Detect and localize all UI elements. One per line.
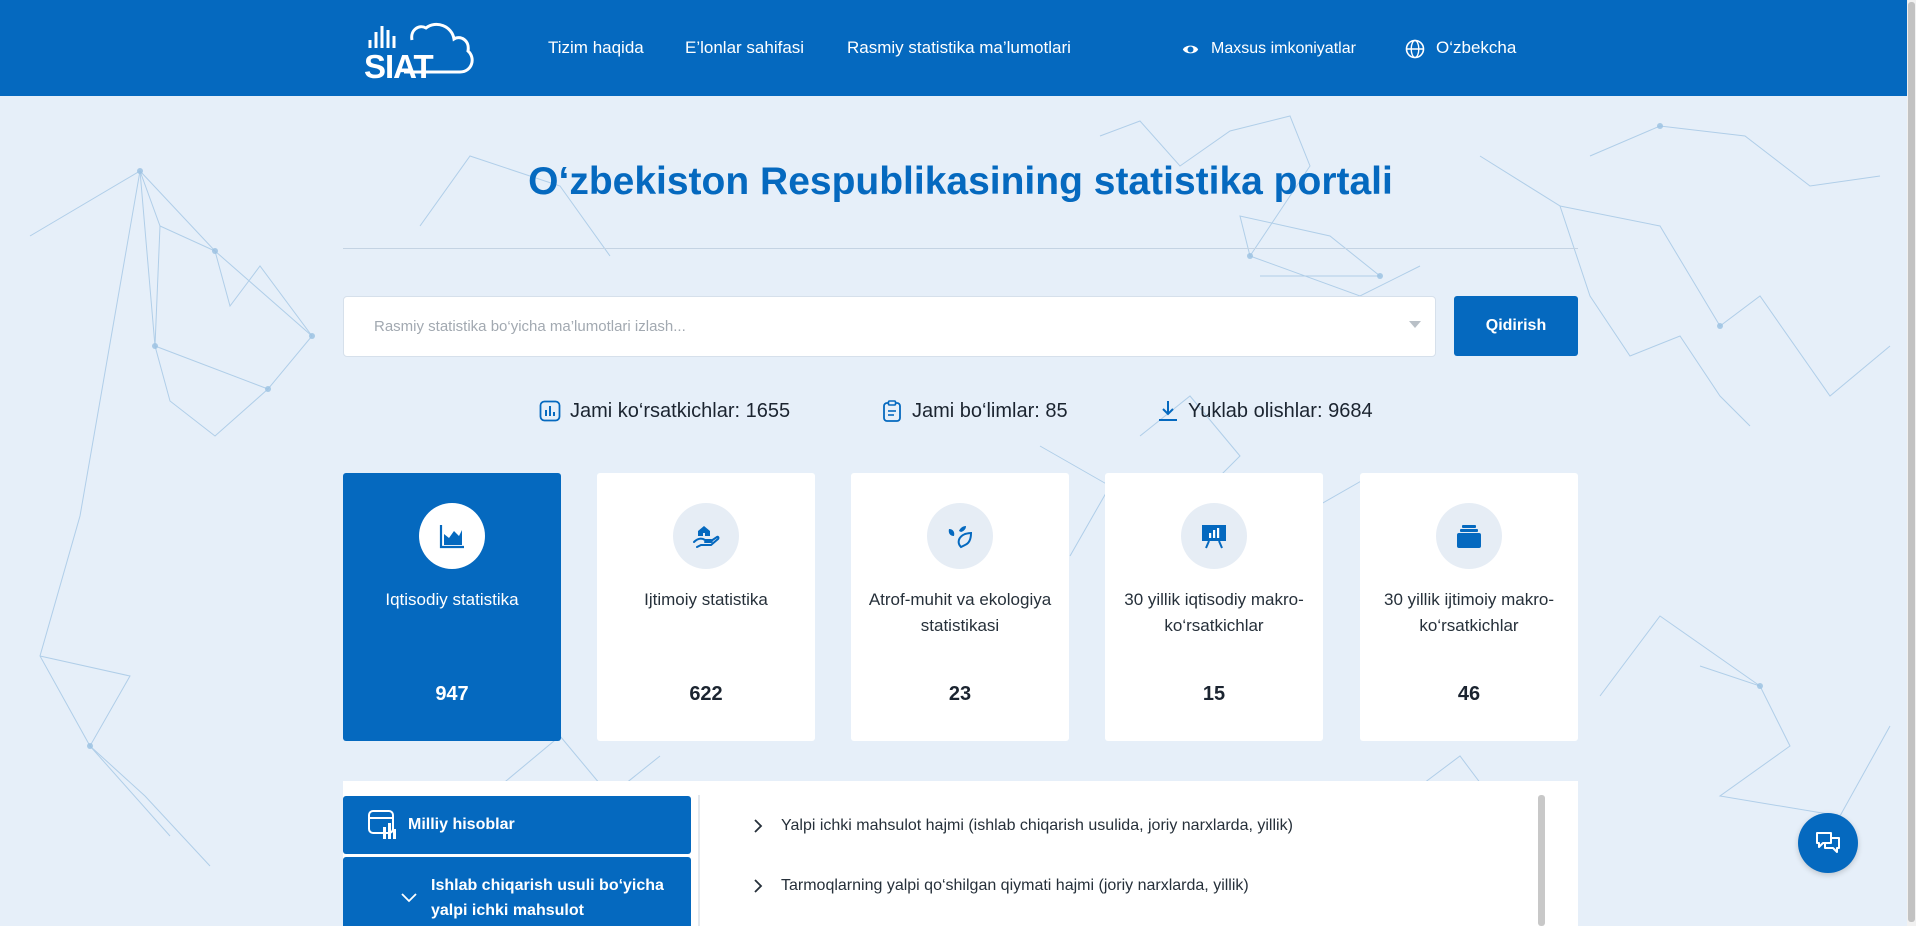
list-item-label: Tarmoqlarning yalpi qo‘shilgan qiymati h… [781, 877, 1249, 894]
card-count: 23 [948, 683, 972, 705]
language-selector[interactable]: O‘zbekcha [1436, 38, 1517, 57]
leaf-icon [948, 526, 973, 549]
stat-downloads: Yuklab olishlar: 9684 [1156, 396, 1373, 426]
folder-stack-icon [1457, 525, 1481, 548]
category-card-economic[interactable]: Iqtisodiy statistika 947 [343, 473, 561, 741]
sidebar-item-national-accounts[interactable]: Milliy hisoblar [343, 796, 691, 854]
chat-bubbles-icon [1816, 832, 1840, 853]
list-item-label: Yalpi ichki mahsulot hajmi (ishlab chiqa… [781, 817, 1293, 834]
siat-logo[interactable]: SIAT [364, 18, 474, 85]
card-count: 15 [1202, 683, 1226, 705]
title-divider [343, 248, 1578, 249]
area-chart-icon [439, 525, 464, 549]
sidebar-item-gdp-production[interactable]: Ishlab chiqarish usuli bo‘yicha yalpi ic… [343, 857, 691, 926]
category-card-social[interactable]: Ijtimoiy statistika 622 [597, 473, 815, 741]
sections-panel: Milliy hisoblar Ishlab chiqarish usuli b… [343, 781, 1578, 926]
card-icon-circle [1181, 503, 1247, 569]
card-label: 30 yillik ijtimoiy makro-ko‘rsatkichlar [1383, 590, 1555, 635]
search-box [343, 296, 1436, 357]
sidebar-item-label: Ishlab chiqarish usuli bo‘yicha yalpi ic… [431, 877, 664, 919]
eye-icon [1182, 45, 1199, 54]
globe-icon [1405, 39, 1425, 59]
stat-sections: Jami bo‘limlar: 85 [880, 396, 1068, 426]
chat-button[interactable] [1798, 813, 1858, 873]
stat-indicators-text: Jami ko‘rsatkichlar: 1655 [570, 399, 791, 422]
hand-house-icon [693, 526, 720, 548]
scrollbar-thumb[interactable] [1908, 2, 1915, 922]
logo-text: SIAT [364, 48, 434, 85]
stat-downloads-text: Yuklab olishlar: 9684 [1188, 399, 1373, 422]
card-label: Iqtisodiy statistika [385, 590, 519, 609]
chevron-down-icon [401, 893, 417, 903]
report-chart-icon [368, 810, 396, 839]
presentation-board-icon [1202, 525, 1226, 549]
list-item-gdp-volume[interactable]: Yalpi ichki mahsulot hajmi (ishlab chiqa… [751, 812, 1293, 840]
nav-about-system[interactable]: Tizim haqida [548, 38, 644, 57]
bar-chart-icon [539, 400, 561, 422]
category-card-social-30y[interactable]: 30 yillik ijtimoiy makro-ko‘rsatkichlar … [1360, 473, 1578, 741]
card-count: 622 [689, 683, 723, 705]
card-label: Atrof-muhit va ekologiya statistikasi [868, 590, 1052, 635]
list-item-gva-volume[interactable]: Tarmoqlarning yalpi qo‘shilgan qiymati h… [751, 872, 1249, 900]
nav-official-statistics[interactable]: Rasmiy statistika ma’lumotlari [847, 38, 1071, 57]
cloud-logo-icon [368, 23, 474, 74]
card-icon-circle [1436, 503, 1502, 569]
category-card-economic-30y[interactable]: 30 yillik iqtisodiy makro-ko‘rsatkichlar… [1105, 473, 1323, 741]
search-button[interactable]: Qidirish [1454, 296, 1578, 356]
category-card-environment[interactable]: Atrof-muhit va ekologiya statistikasi 23 [851, 473, 1069, 741]
download-icon [1159, 401, 1177, 421]
card-label: Ijtimoiy statistika [644, 590, 768, 609]
stat-indicators: Jami ko‘rsatkichlar: 1655 [538, 396, 790, 426]
nav-announcements[interactable]: E’lonlar sahifasi [685, 38, 805, 57]
stat-sections-text: Jami bo‘limlar: 85 [912, 399, 1068, 422]
search-input[interactable] [344, 297, 1384, 356]
card-icon-circle [927, 503, 993, 569]
clipboard-icon [883, 400, 901, 422]
card-icon-circle [673, 503, 739, 569]
page-scrollbar[interactable] [1907, 0, 1916, 926]
top-navigation-bar: SIAT Tizim haqida E’lonlar sahifasi Rasm… [0, 0, 1907, 96]
page-title: O‘zbekiston Respublikasining statistika … [528, 160, 1393, 203]
chevron-right-icon [754, 879, 763, 893]
card-label: 30 yillik iqtisodiy makro-ko‘rsatkichlar [1124, 590, 1304, 635]
chevron-right-icon [754, 819, 763, 833]
card-count: 947 [435, 683, 469, 705]
panel-scrollbar[interactable] [1538, 795, 1545, 926]
panel-divider [698, 795, 700, 926]
accessibility-link[interactable]: Maxsus imkoniyatlar [1211, 40, 1356, 57]
card-icon-circle [419, 503, 485, 569]
sidebar-item-label: Milliy hisoblar [408, 816, 515, 833]
card-count: 46 [1457, 683, 1481, 705]
caret-down-icon[interactable] [1409, 321, 1421, 328]
